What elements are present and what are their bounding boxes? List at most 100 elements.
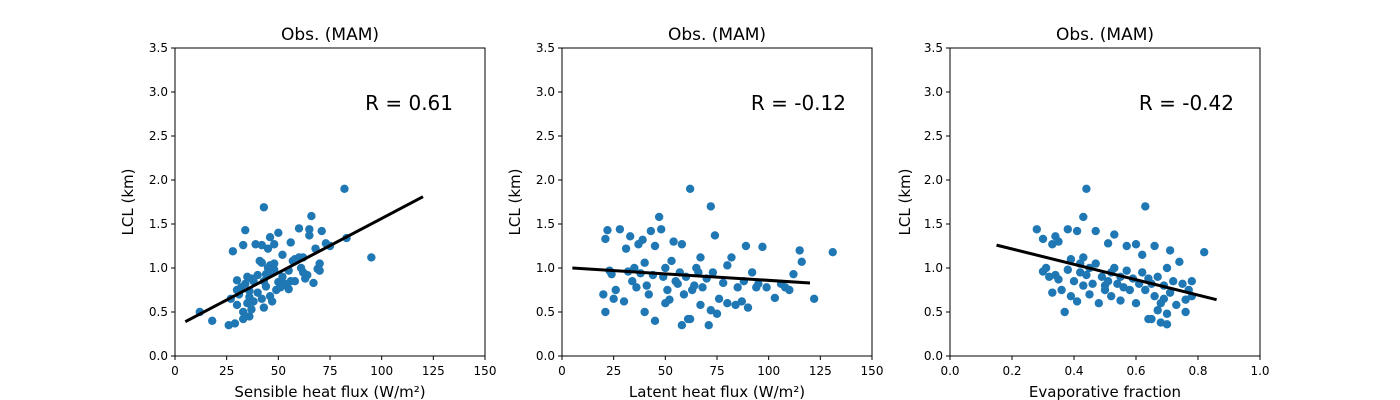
data-point — [1091, 259, 1100, 268]
x-tick-label: 75 — [709, 364, 724, 378]
y-axis-title: LCL (km) — [896, 169, 914, 236]
y-tick-label: 1.0 — [536, 261, 555, 275]
x-tick-label: 25 — [606, 364, 621, 378]
data-point — [1066, 291, 1076, 301]
data-point — [241, 225, 250, 235]
data-point — [284, 284, 293, 294]
data-point — [685, 314, 695, 324]
data-point — [1125, 285, 1135, 295]
chart-latent-heat: Obs. (MAM) R = -0.12 Latent heat flux (W… — [506, 25, 883, 400]
data-point — [1107, 291, 1116, 301]
data-point — [290, 277, 300, 286]
data-point — [1072, 297, 1082, 306]
y-tick-label: 0.0 — [536, 349, 555, 363]
plot-frame — [949, 47, 1261, 357]
x-tick-label: 50 — [271, 364, 286, 378]
data-point — [245, 312, 254, 321]
y-tick-label: 1.5 — [149, 217, 168, 231]
y-tick-label: 3.0 — [536, 85, 555, 99]
data-point — [628, 277, 637, 286]
data-point — [1138, 250, 1147, 259]
chart-title: Obs. (MAM) — [281, 25, 379, 45]
data-point — [261, 282, 271, 291]
data-point — [1162, 309, 1172, 318]
data-point — [1054, 237, 1063, 246]
chart-title: Obs. (MAM) — [1056, 25, 1154, 45]
data-point — [640, 307, 649, 317]
data-point — [315, 266, 324, 275]
data-point — [257, 258, 266, 267]
y-tick-label: 3.0 — [149, 85, 168, 99]
x-tick-label: 25 — [219, 364, 234, 378]
data-point — [1162, 320, 1172, 329]
data-point — [315, 259, 324, 268]
x-tick-label: 150 — [474, 364, 497, 378]
data-point — [706, 202, 715, 211]
x-tick-label: 0.4 — [1064, 364, 1083, 378]
data-point — [367, 253, 376, 262]
y-tick-label: 2.0 — [536, 173, 555, 187]
correlation-label: R = 0.61 — [365, 91, 453, 115]
data-point — [1181, 295, 1190, 304]
regression-line — [572, 266, 811, 285]
data-point — [650, 241, 660, 251]
data-point — [663, 285, 672, 295]
data-point — [1091, 226, 1100, 236]
data-point — [685, 184, 695, 193]
data-point — [1097, 272, 1107, 281]
data-point — [1110, 263, 1119, 273]
data-point — [1072, 226, 1082, 236]
data-point — [828, 247, 837, 257]
data-point — [611, 285, 620, 295]
scatter-points — [1032, 184, 1209, 329]
y-tick-label: 3.5 — [149, 41, 168, 55]
data-point — [733, 283, 742, 292]
data-point — [1113, 279, 1122, 289]
y-tick-label: 2.5 — [924, 129, 943, 143]
data-point — [1165, 288, 1175, 297]
data-point — [615, 225, 625, 234]
x-axis-title: Latent heat flux (W/m²) — [629, 383, 805, 400]
y-tick-label: 2.5 — [149, 129, 168, 143]
data-point — [1079, 281, 1088, 290]
data-point — [1085, 290, 1094, 299]
data-point — [278, 272, 287, 281]
chart-sensible-heat: Obs. (MAM) R = 0.61 Sensible heat flux (… — [119, 25, 496, 400]
data-point — [696, 253, 705, 262]
y-tick-label: 3.5 — [924, 41, 943, 55]
data-point — [795, 246, 804, 255]
x-tick-label: 100 — [757, 364, 780, 378]
data-point — [619, 297, 629, 306]
data-point — [1057, 285, 1066, 295]
data-point — [1159, 294, 1169, 303]
data-point — [274, 228, 283, 237]
data-point — [278, 250, 287, 259]
x-tick-label: 100 — [370, 364, 393, 378]
data-point — [1150, 291, 1159, 301]
data-point — [626, 232, 635, 241]
data-point — [785, 285, 794, 295]
data-point — [1116, 296, 1125, 305]
data-point — [1181, 307, 1190, 317]
data-point — [208, 316, 217, 325]
data-point — [704, 321, 713, 330]
data-point — [253, 270, 262, 280]
data-point — [758, 242, 767, 252]
y-tick-label: 3.5 — [536, 41, 555, 55]
data-point — [265, 233, 275, 242]
x-tick-label: 50 — [658, 364, 673, 378]
data-point — [599, 290, 608, 299]
correlation-label: R = -0.12 — [751, 91, 846, 115]
data-point — [1178, 279, 1187, 289]
data-point — [1079, 253, 1088, 262]
chart-title: Obs. (MAM) — [668, 25, 766, 45]
data-point — [1187, 277, 1197, 286]
data-point — [632, 283, 641, 292]
data-point — [1079, 212, 1088, 222]
data-point — [247, 305, 256, 314]
data-point — [667, 256, 676, 266]
y-tick-label: 2.0 — [924, 173, 943, 187]
data-point — [267, 297, 277, 306]
data-point — [1088, 279, 1097, 289]
data-point — [232, 300, 242, 310]
